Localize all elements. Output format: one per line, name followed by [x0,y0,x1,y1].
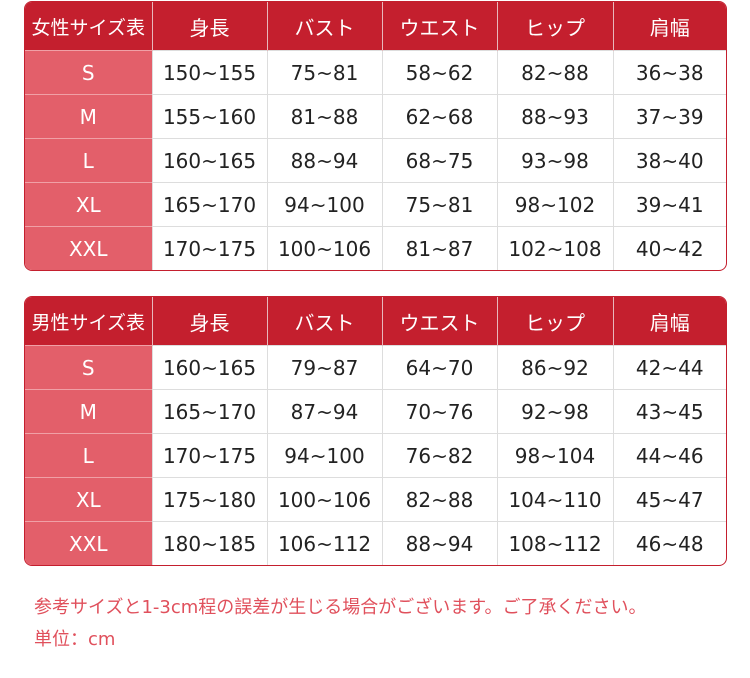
measurement-cell: 160~165 [151,345,267,390]
measurement-cell: 106~112 [266,521,382,565]
measurement-cell: 70~76 [381,389,497,434]
measurement-cell: 93~98 [496,138,613,183]
measurement-cell: 94~100 [266,182,382,227]
column-header: 肩幅 [612,297,726,346]
measurement-cell: 98~104 [496,433,613,478]
measurement-cell: 68~75 [381,138,497,183]
header-row: 女性サイズ表 身長 バスト ウエスト ヒップ 肩幅 [25,2,726,51]
measurement-cell: 40~42 [612,226,726,270]
measurement-cell: 82~88 [381,477,497,522]
measurement-cell: 100~106 [266,477,382,522]
measurement-cell: 75~81 [381,182,497,227]
measurement-cell: 36~38 [612,50,726,95]
measurement-cell: 88~93 [496,94,613,139]
measurement-cell: 88~94 [266,138,382,183]
table-row: XL 165~170 94~100 75~81 98~102 39~41 [25,182,726,227]
measurement-cell: 88~94 [381,521,497,565]
size-label: S [25,345,152,390]
measurement-cell: 180~185 [151,521,267,565]
column-header: 女性サイズ表 [25,2,152,51]
measurement-cell: 170~175 [151,226,267,270]
unit-text: 単位：cm [34,629,116,650]
measurement-cell: 37~39 [612,94,726,139]
measurement-cell: 39~41 [612,182,726,227]
column-header: 男性サイズ表 [25,297,152,346]
size-label: XXL [25,521,152,565]
measurement-cell: 46~48 [612,521,726,565]
column-header: バスト [266,2,382,51]
measurement-cell: 58~62 [381,50,497,95]
measurement-cell: 81~87 [381,226,497,270]
measurement-cell: 44~46 [612,433,726,478]
measurement-cell: 42~44 [612,345,726,390]
measurement-cell: 160~165 [151,138,267,183]
measurement-cell: 165~170 [151,389,267,434]
table-row: S 160~165 79~87 64~70 86~92 42~44 [25,345,726,390]
measurement-cell: 45~47 [612,477,726,522]
column-header: バスト [266,297,382,346]
measurement-cell: 94~100 [266,433,382,478]
size-table: 女性サイズ表 身長 バスト ウエスト ヒップ 肩幅 S 150~155 75~81 58~62 82… [25,2,726,270]
header-row: 男性サイズ表 身長 バスト ウエスト ヒップ 肩幅 [25,297,726,346]
notes: 参考サイズと1-3cm程の誤差が生じる場合がございます。ご了承ください。 単位：… [34,592,647,656]
table-row: M 165~170 87~94 70~76 92~98 43~45 [25,389,726,434]
measurement-cell: 104~110 [496,477,613,522]
measurement-cell: 165~170 [151,182,267,227]
measurement-cell: 76~82 [381,433,497,478]
table-row: L 160~165 88~94 68~75 93~98 38~40 [25,138,726,183]
measurement-cell: 98~102 [496,182,613,227]
measurement-cell: 82~88 [496,50,613,95]
measurement-cell: 43~45 [612,389,726,434]
table-row: M 155~160 81~88 62~68 88~93 37~39 [25,94,726,139]
measurement-cell: 86~92 [496,345,613,390]
table-row: XL 175~180 100~106 82~88 104~110 45~47 [25,477,726,522]
measurement-cell: 155~160 [151,94,267,139]
column-header: 身長 [151,297,267,346]
size-label: XXL [25,226,152,270]
column-header: 身長 [151,2,267,51]
measurement-cell: 87~94 [266,389,382,434]
measurement-cell: 150~155 [151,50,267,95]
size-label: S [25,50,152,95]
column-header: ヒップ [496,297,613,346]
column-header: ウエスト [381,2,497,51]
measurement-cell: 102~108 [496,226,613,270]
measurement-cell: 75~81 [266,50,382,95]
measurement-cell: 81~88 [266,94,382,139]
size-label: L [25,433,152,478]
size-table: 男性サイズ表 身長 バスト ウエスト ヒップ 肩幅 S 160~165 79~87 64~70 86… [25,297,726,565]
measurement-cell: 38~40 [612,138,726,183]
table-row: XXL 170~175 100~106 81~87 102~108 40~42 [25,226,726,270]
measurement-cell: 92~98 [496,389,613,434]
mens-size-table: 男性サイズ表 身長 バスト ウエスト ヒップ 肩幅 S 160~165 79~87 64~70 86… [24,296,727,566]
measurement-cell: 170~175 [151,433,267,478]
measurement-cell: 79~87 [266,345,382,390]
column-header: ウエスト [381,297,497,346]
measurement-cell: 62~68 [381,94,497,139]
column-header: ヒップ [496,2,613,51]
measurement-cell: 64~70 [381,345,497,390]
disclaimer-text: 参考サイズと1-3cm程の誤差が生じる場合がございます。ご了承ください。 [34,597,647,618]
measurement-cell: 175~180 [151,477,267,522]
measurement-cell: 100~106 [266,226,382,270]
size-label: XL [25,477,152,522]
size-label: XL [25,182,152,227]
size-label: M [25,94,152,139]
table-row: S 150~155 75~81 58~62 82~88 36~38 [25,50,726,95]
column-header: 肩幅 [612,2,726,51]
womens-size-table: 女性サイズ表 身長 バスト ウエスト ヒップ 肩幅 S 150~155 75~81 58~62 82… [24,1,727,271]
table-row: XXL 180~185 106~112 88~94 108~112 46~48 [25,521,726,565]
size-label: M [25,389,152,434]
measurement-cell: 108~112 [496,521,613,565]
table-row: L 170~175 94~100 76~82 98~104 44~46 [25,433,726,478]
size-label: L [25,138,152,183]
